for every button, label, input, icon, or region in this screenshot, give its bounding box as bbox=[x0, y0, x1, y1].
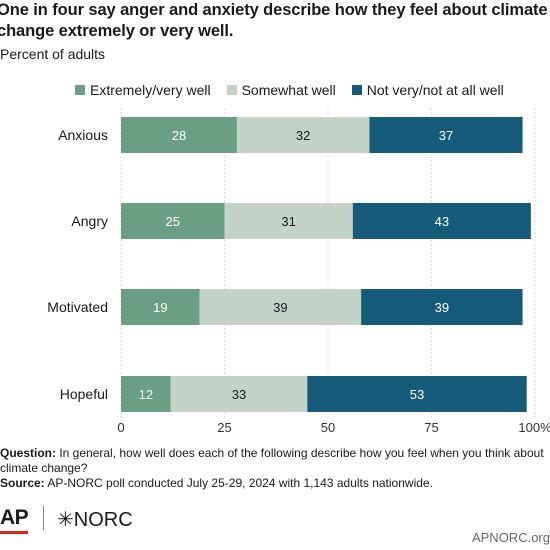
bar-segment bbox=[121, 289, 200, 325]
source-url: APNORC.org bbox=[471, 530, 550, 545]
data-label: 39 bbox=[273, 300, 287, 315]
chart-subtitle: Percent of adults bbox=[0, 46, 106, 62]
legend-item-somewhat: Somewhat well bbox=[226, 82, 336, 98]
category-label: Angry bbox=[71, 213, 108, 229]
ap-logo: AP bbox=[0, 506, 29, 534]
legend-label-not-very: Not very/not at all well bbox=[366, 82, 504, 98]
x-tick-label: 75 bbox=[424, 420, 438, 435]
bar-segment bbox=[121, 117, 237, 153]
x-tick-label: 100% bbox=[518, 420, 550, 435]
bar-segment bbox=[170, 376, 308, 412]
legend-swatch-somewhat bbox=[226, 85, 237, 95]
data-label: 19 bbox=[153, 300, 167, 315]
x-tick-label: 50 bbox=[321, 420, 335, 435]
bar-segment bbox=[352, 203, 531, 239]
category-label: Motivated bbox=[47, 299, 108, 315]
question-text: In general, how well does each of the fo… bbox=[0, 446, 544, 475]
legend-label-somewhat: Somewhat well bbox=[241, 82, 336, 98]
chart-notes: Question: In general, how well does each… bbox=[0, 446, 545, 491]
legend-label-extremely: Extremely/very well bbox=[90, 82, 211, 98]
bar-segment bbox=[224, 203, 353, 239]
stacked-bar-chart: 0 25 50 75 100% Anxious 28 32 37 Angry 25 31 43 Motiv… bbox=[47, 108, 550, 435]
legend: Extremely/very well Somewhat well Not ve… bbox=[75, 82, 504, 98]
source-label: Source: bbox=[0, 476, 45, 490]
bar-segment bbox=[236, 117, 370, 153]
data-label: 28 bbox=[172, 128, 186, 143]
data-label: 25 bbox=[166, 214, 180, 229]
bar-segment bbox=[307, 376, 527, 412]
category-label: Hopeful bbox=[60, 386, 108, 402]
legend-swatch-extremely bbox=[75, 85, 85, 95]
source-note: Source: AP-NORC poll conducted July 25-2… bbox=[0, 476, 545, 491]
data-label: 53 bbox=[410, 387, 424, 402]
data-label: 33 bbox=[232, 387, 246, 402]
bar-segment bbox=[361, 289, 523, 325]
legend-item-not-very: Not very/not at all well bbox=[351, 82, 504, 98]
logo-divider bbox=[43, 506, 44, 530]
legend-item-extremely: Extremely/very well bbox=[75, 82, 211, 98]
legend-swatch-not-very bbox=[351, 85, 362, 95]
data-label: 39 bbox=[435, 300, 449, 315]
data-label: 37 bbox=[439, 128, 453, 143]
bar-segment bbox=[121, 203, 225, 239]
data-label: 31 bbox=[281, 214, 295, 229]
bar-segment bbox=[199, 289, 362, 325]
question-note: Question: In general, how well does each… bbox=[0, 446, 545, 476]
question-label: Question: bbox=[0, 446, 56, 460]
chart-title: One in four say anger and anxiety descri… bbox=[0, 1, 548, 40]
x-tick-label: 0 bbox=[117, 420, 124, 435]
bar-segment bbox=[369, 117, 523, 153]
data-label: 32 bbox=[296, 128, 310, 143]
data-label: 12 bbox=[139, 387, 153, 402]
category-label: Anxious bbox=[58, 127, 108, 143]
x-tick-label: 25 bbox=[217, 420, 231, 435]
norc-logo: ✳NORC bbox=[57, 509, 133, 531]
data-label: 43 bbox=[435, 214, 449, 229]
bar-segment bbox=[121, 376, 171, 412]
source-text: AP-NORC poll conducted July 25-29, 2024 … bbox=[47, 476, 433, 490]
